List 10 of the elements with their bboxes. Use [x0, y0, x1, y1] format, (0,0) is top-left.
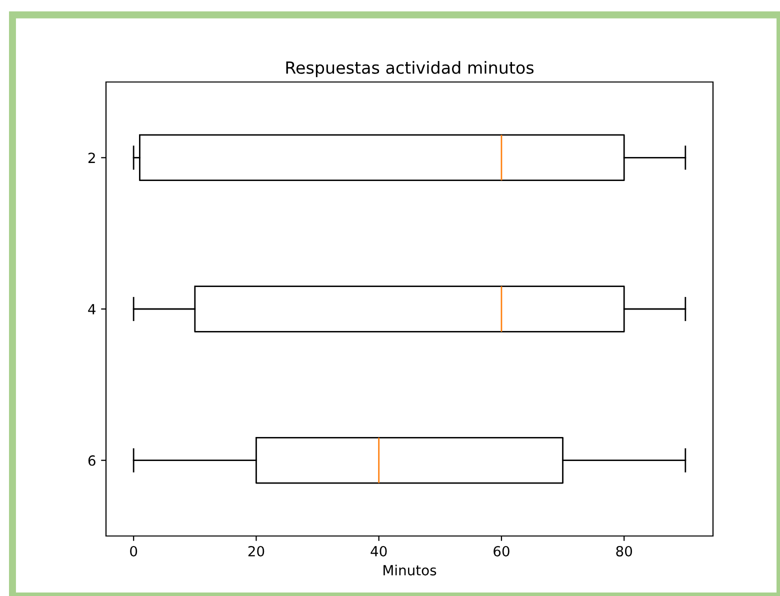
x-tick-label: 20 — [248, 546, 264, 556]
x-tick-label: 80 — [616, 546, 632, 556]
x-tick-label: 0 — [130, 546, 138, 556]
x-tick-label: 60 — [494, 546, 510, 556]
x-axis-title: Minutos — [384, 564, 436, 576]
y-tick-label: 6 — [88, 455, 96, 466]
chart-title: Respuestas actividad minutos — [286, 61, 534, 78]
y-tick-label: 4 — [88, 304, 96, 314]
y-tick-label: 2 — [88, 152, 95, 163]
x-tick-label: 40 — [370, 546, 387, 556]
